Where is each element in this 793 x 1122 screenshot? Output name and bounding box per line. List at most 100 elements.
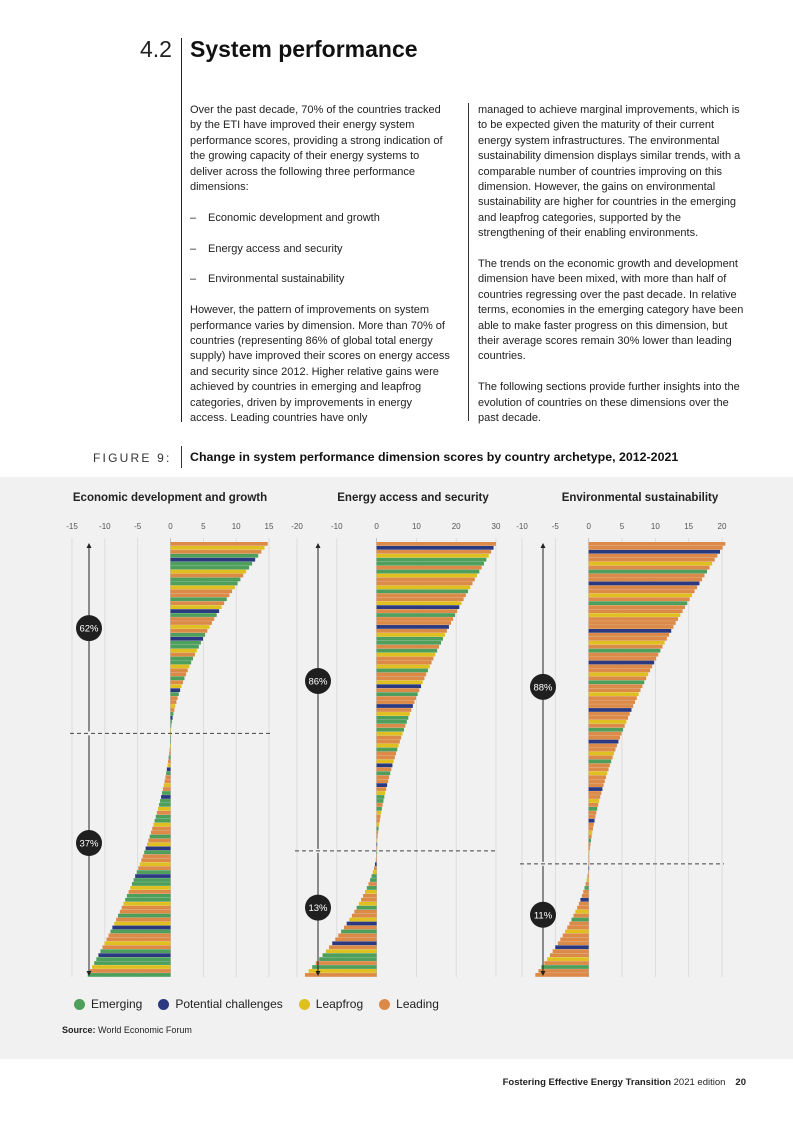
data-bar	[100, 949, 171, 954]
page-number: 20	[735, 1077, 746, 1088]
text-column-left: Over the past decade, 70% of the countri…	[190, 103, 452, 442]
data-bar	[170, 593, 230, 598]
legend-item-leading: Leading	[379, 997, 439, 1011]
share-badge-label: 37%	[79, 839, 99, 850]
data-bar	[162, 787, 171, 791]
data-bar	[170, 696, 178, 700]
data-bar	[588, 636, 667, 641]
data-bar	[588, 842, 591, 847]
data-bar	[376, 700, 415, 704]
data-bar	[588, 846, 590, 851]
data-bar	[376, 763, 393, 768]
data-bar	[585, 882, 589, 886]
data-bar	[170, 723, 172, 728]
data-bar	[588, 549, 721, 554]
data-bar	[588, 565, 710, 570]
data-bar	[170, 573, 244, 578]
data-bar	[588, 850, 590, 855]
legend-swatch-icon	[74, 998, 85, 1010]
data-bar	[121, 905, 171, 910]
data-bar	[161, 795, 171, 799]
data-bar	[376, 644, 440, 649]
data-bar	[169, 743, 171, 748]
data-bar	[341, 929, 377, 934]
data-bar	[588, 617, 678, 621]
figure-divider	[181, 446, 182, 468]
tick-label: 15	[265, 522, 274, 531]
legend-swatch-icon	[298, 998, 310, 1010]
data-bar	[588, 712, 630, 716]
data-bar	[170, 688, 181, 693]
paragraph: managed to achieve marginal improvements…	[478, 104, 741, 240]
data-bar	[588, 569, 708, 574]
data-bar	[366, 886, 377, 890]
data-bar	[170, 565, 250, 570]
tick-label: 10	[412, 522, 421, 531]
data-bar	[376, 648, 438, 653]
data-bar	[588, 676, 647, 681]
data-bar	[588, 621, 676, 625]
data-bar	[170, 629, 208, 633]
data-bar	[376, 617, 454, 621]
data-bar	[166, 771, 171, 776]
tick-label: -5	[134, 522, 142, 531]
data-bar	[170, 613, 217, 617]
data-bar	[588, 775, 607, 780]
data-bar	[376, 577, 475, 582]
data-bar	[588, 779, 605, 784]
list-item: – Environmental sustainability	[190, 273, 345, 286]
column-divider	[468, 103, 469, 421]
data-bar	[319, 957, 377, 961]
data-bar	[376, 629, 447, 633]
data-bar	[588, 854, 590, 859]
data-bar	[376, 680, 423, 685]
data-bar	[376, 542, 496, 546]
figure-title: Change in system performance dimension s…	[190, 450, 679, 464]
data-bar	[170, 621, 212, 625]
data-bar	[376, 747, 398, 752]
data-bar	[588, 625, 674, 629]
data-bar	[170, 569, 247, 574]
data-bar	[329, 945, 377, 950]
legend-item-potential-challenges: Potential challenges	[158, 997, 283, 1011]
data-bar	[131, 882, 171, 886]
tick-label: 30	[492, 522, 501, 531]
panel-title: Economic development and growth	[73, 492, 267, 504]
paragraph: Over the past decade, 70% of the countri…	[190, 104, 443, 194]
data-bar	[159, 803, 171, 807]
data-bar	[588, 581, 700, 586]
data-bar	[368, 882, 377, 886]
section-number: 4.2	[140, 36, 172, 62]
data-bar	[376, 613, 456, 617]
data-bar	[555, 945, 589, 950]
data-bar	[588, 783, 604, 787]
data-bar	[349, 917, 377, 922]
data-bar	[376, 668, 428, 673]
data-bar	[588, 680, 645, 685]
data-bar	[538, 969, 589, 973]
data-bar	[588, 743, 617, 748]
data-bar	[170, 605, 222, 610]
data-bar	[118, 913, 171, 918]
data-bar	[170, 557, 256, 562]
data-bar	[148, 838, 171, 843]
data-bar	[588, 652, 659, 657]
data-bar	[170, 704, 176, 708]
data-bar	[139, 862, 171, 867]
data-bar	[588, 814, 596, 819]
data-bar	[112, 925, 171, 930]
data-bar	[588, 585, 698, 590]
data-bar	[144, 850, 171, 855]
data-bar	[170, 617, 215, 621]
data-bar	[376, 684, 422, 689]
data-bar	[170, 632, 206, 637]
tick-label: -10	[99, 522, 111, 531]
data-bar	[588, 553, 718, 558]
data-bar	[141, 858, 171, 863]
data-bar	[338, 933, 377, 938]
data-bar	[133, 878, 171, 882]
data-bar	[588, 830, 593, 835]
data-bar	[108, 933, 171, 938]
data-bar	[376, 621, 451, 625]
data-bar	[376, 692, 418, 697]
